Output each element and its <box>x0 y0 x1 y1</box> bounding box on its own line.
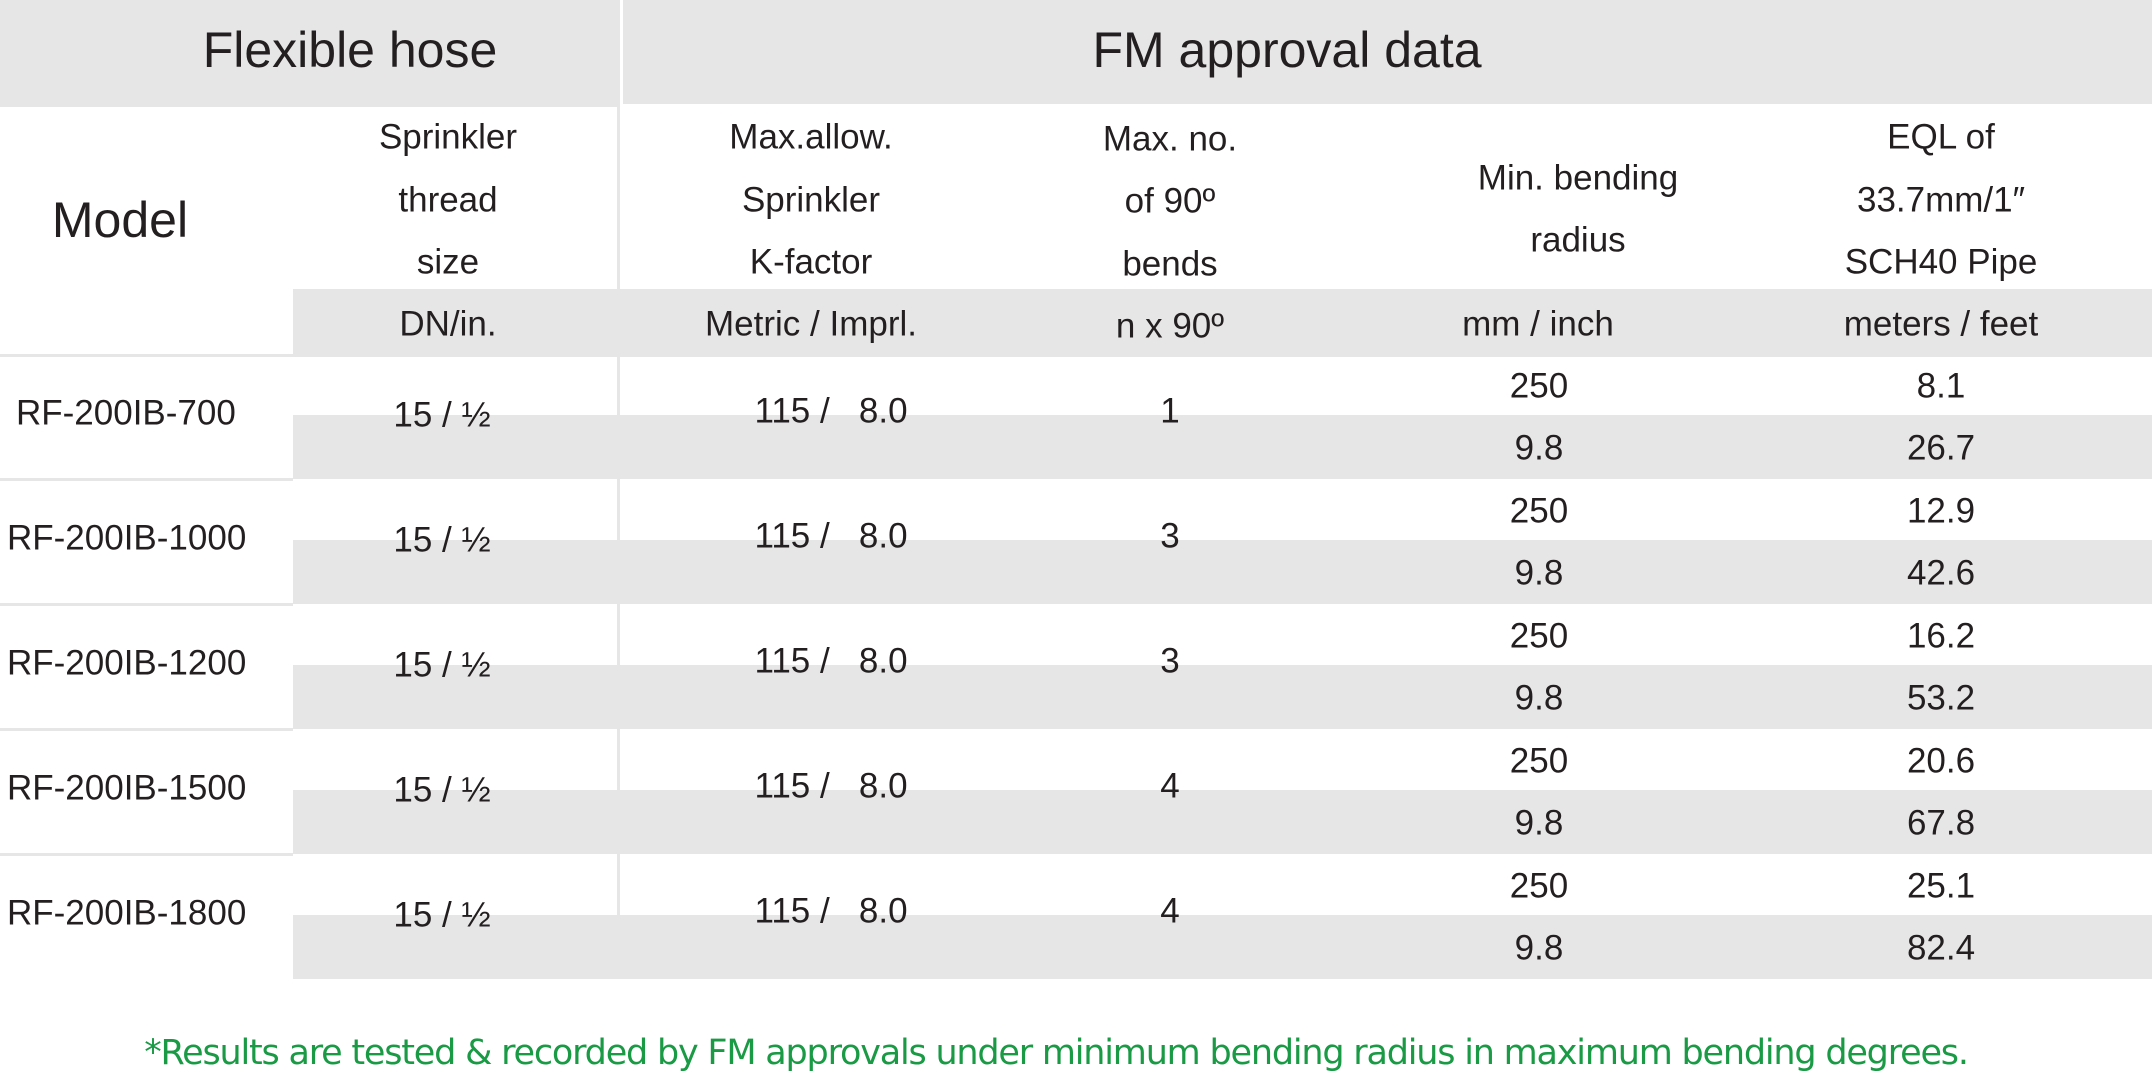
row-eql-feet: 26.7 <box>1906 428 1976 468</box>
row-model: RF-200IB-700 <box>16 393 236 433</box>
row-band-5 <box>293 915 2152 979</box>
row-kfactor: 115 / 8.0 <box>754 891 908 931</box>
unit-eql: meters / feet <box>1843 304 2039 344</box>
row-model: RF-200IB-1800 <box>7 893 247 933</box>
units-band <box>293 289 2152 357</box>
header-bends-line2: of 90º <box>1124 181 1216 221</box>
row-separator <box>0 478 293 481</box>
row-kfactor: 115 / 8.0 <box>754 516 908 556</box>
row-bends: 3 <box>1160 516 1180 556</box>
header-model: Model <box>51 192 189 248</box>
header-kfactor-line1: Max.allow. <box>729 117 893 157</box>
unit-kfactor: Metric / Imprl. <box>705 304 917 344</box>
row-separator <box>0 728 293 731</box>
column-divider <box>617 854 620 915</box>
row-band-2 <box>293 540 2152 604</box>
row-eql-feet: 42.6 <box>1906 553 1976 593</box>
header-bends-line1: Max. no. <box>1102 119 1238 159</box>
column-divider <box>617 357 620 415</box>
row-separator <box>0 853 293 856</box>
row-band-1 <box>293 415 2152 479</box>
row-eql-meters: 20.6 <box>1906 741 1976 781</box>
row-thread: 15 / ½ <box>393 520 491 560</box>
header-band-fm-approval <box>623 0 2152 104</box>
column-divider <box>617 479 620 540</box>
row-bends: 4 <box>1160 891 1180 931</box>
row-thread: 15 / ½ <box>393 395 491 435</box>
column-divider <box>617 107 620 289</box>
row-eql-meters: 12.9 <box>1906 491 1976 531</box>
header-eql-line2: 33.7mm/1″ <box>1856 180 2026 220</box>
row-separator <box>0 603 293 606</box>
unit-bends: n x 90º <box>1115 306 1225 346</box>
column-divider <box>617 604 620 665</box>
row-radius-mm: 250 <box>1509 741 1569 781</box>
row-radius-mm: 250 <box>1509 491 1569 531</box>
row-band-3 <box>293 665 2152 729</box>
row-bends: 4 <box>1160 766 1180 806</box>
unit-thread: DN/in. <box>399 304 497 344</box>
header-radius-line2: radius <box>1530 220 1626 260</box>
row-radius-mm: 250 <box>1509 616 1569 656</box>
row-kfactor: 115 / 8.0 <box>754 641 908 681</box>
row-thread: 15 / ½ <box>393 895 491 935</box>
column-divider <box>617 729 620 790</box>
header-band-flexible-hose <box>0 0 620 107</box>
row-separator <box>0 354 293 357</box>
row-radius-mm: 250 <box>1509 866 1569 906</box>
row-eql-meters: 8.1 <box>1916 366 1966 406</box>
row-eql-feet: 67.8 <box>1906 803 1976 843</box>
header-eql-line3: SCH40 Pipe <box>1844 242 2038 282</box>
row-model: RF-200IB-1200 <box>7 643 247 683</box>
row-radius-inch: 9.8 <box>1514 803 1564 843</box>
header-radius-line1: Min. bending <box>1477 158 1679 198</box>
header-kfactor-line3: K-factor <box>749 242 873 282</box>
row-kfactor: 115 / 8.0 <box>754 766 908 806</box>
row-model: RF-200IB-1000 <box>7 518 247 558</box>
header-fm-approval-data: FM approval data <box>1092 22 1482 78</box>
footnote: *Results are tested & recorded by FM app… <box>144 1033 1969 1073</box>
row-radius-inch: 9.8 <box>1514 553 1564 593</box>
header-eql-line1: EQL of <box>1887 117 1995 157</box>
row-eql-meters: 25.1 <box>1906 866 1976 906</box>
row-bends: 1 <box>1160 391 1180 431</box>
row-eql-meters: 16.2 <box>1906 616 1976 656</box>
header-kfactor-line2: Sprinkler <box>741 180 881 220</box>
unit-radius: mm / inch <box>1462 304 1614 344</box>
row-radius-inch: 9.8 <box>1514 928 1564 968</box>
row-model: RF-200IB-1500 <box>7 768 247 808</box>
row-radius-inch: 9.8 <box>1514 428 1564 468</box>
row-bends: 3 <box>1160 641 1180 681</box>
row-radius-mm: 250 <box>1509 366 1569 406</box>
header-thread-line1: Sprinkler <box>378 117 518 157</box>
header-thread-line2: thread <box>398 180 498 220</box>
row-eql-feet: 82.4 <box>1906 928 1976 968</box>
header-flexible-hose: Flexible hose <box>202 22 498 78</box>
header-thread-line3: size <box>416 242 480 282</box>
row-kfactor: 115 / 8.0 <box>754 391 908 431</box>
row-thread: 15 / ½ <box>393 770 491 810</box>
row-eql-feet: 53.2 <box>1906 678 1976 718</box>
header-bends-line3: bends <box>1122 244 1218 284</box>
row-band-4 <box>293 790 2152 854</box>
row-radius-inch: 9.8 <box>1514 678 1564 718</box>
row-thread: 15 / ½ <box>393 645 491 685</box>
